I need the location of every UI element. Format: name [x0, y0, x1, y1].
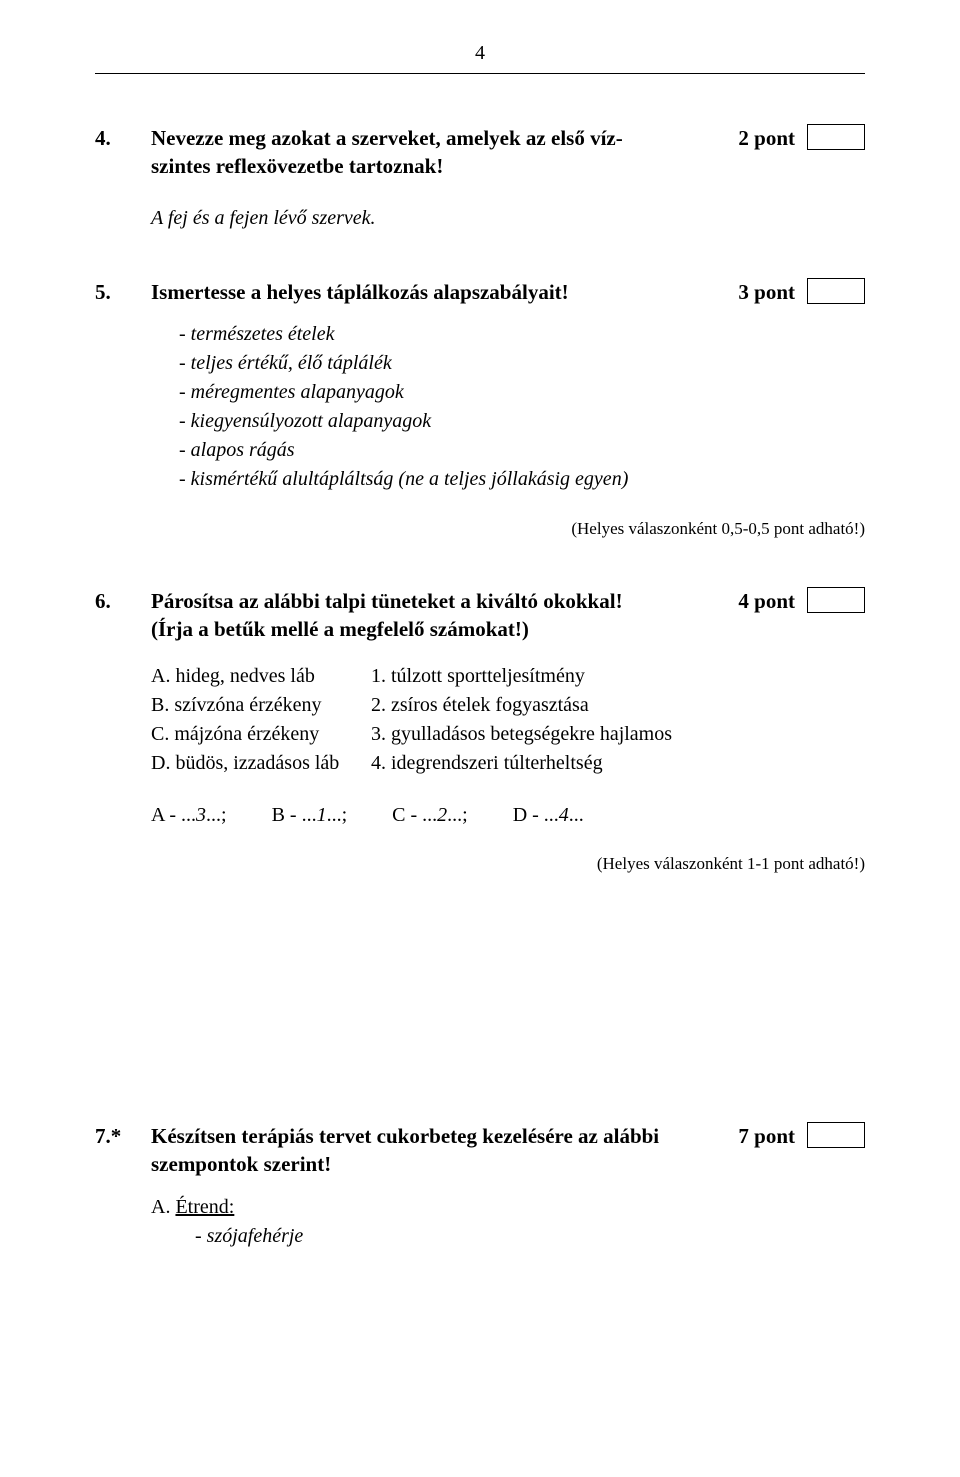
q5-bullet-list: természetes ételek teljes értékű, élő tá…	[179, 320, 865, 494]
spacer	[95, 922, 865, 1122]
pair-right: 3. gyulladásos betegségekre hajlamos	[371, 720, 865, 749]
q7-sub-bullet: - szójafehérje	[195, 1223, 865, 1250]
q4-points: 2 pont	[738, 124, 795, 152]
q5-title: Ismertesse a helyes táplálkozás alapszab…	[151, 278, 701, 306]
pair-left: B. szívzóna érzékeny	[151, 691, 371, 720]
ans-a-label: A - ...	[151, 804, 196, 826]
q7-number: 7.*	[95, 1122, 151, 1150]
header-rule	[95, 73, 865, 74]
question-4: 4. Nevezze meg azokat a szerveket, amely…	[95, 124, 865, 232]
question-7: 7.* Készítsen terápiás tervet cukorbeteg…	[95, 1122, 865, 1251]
q6-answers-line: A - ...3...; B - ...1...; C - ...2...; D…	[151, 802, 865, 829]
pair-row: A. hideg, nedves láb 1. túlzott sporttel…	[151, 662, 865, 691]
ans-c-tail: ...;	[447, 804, 468, 826]
pair-right: 1. túlzott sportteljesítmény	[371, 662, 865, 691]
ans-c-value: 2	[437, 804, 447, 826]
q5-points: 3 pont	[738, 278, 795, 306]
ans-d-tail: ...	[569, 804, 584, 826]
q4-title-line2: szintes reflexövezetbe tartoznak!	[151, 152, 701, 180]
q7-points: 7 pont	[738, 1122, 795, 1150]
q6-number: 6.	[95, 587, 151, 615]
pair-left: A. hideg, nedves láb	[151, 662, 371, 691]
q5-score-box[interactable]	[807, 278, 865, 304]
question-6: 6. Párosítsa az alábbi talpi tüneteket a…	[95, 587, 865, 876]
pair-row: C. májzóna érzékeny 3. gyulladásos beteg…	[151, 720, 865, 749]
ans-a-tail: ...;	[206, 804, 227, 826]
q6-points: 4 pont	[738, 587, 795, 615]
q6-pair-table: A. hideg, nedves láb 1. túlzott sporttel…	[151, 662, 865, 778]
q6-score-box[interactable]	[807, 587, 865, 613]
q4-number: 4.	[95, 124, 151, 152]
q5-bullet: teljes értékű, élő táplálék	[179, 349, 865, 378]
q6-scoring-note: (Helyes válaszonként 1-1 pont adható!)	[95, 853, 865, 876]
q5-scoring-note: (Helyes válaszonként 0,5-0,5 pont adható…	[95, 518, 865, 541]
pair-left: D. büdös, izzadásos láb	[151, 749, 371, 778]
q5-bullet: alapos rágás	[179, 436, 865, 465]
ans-a-value: 3	[196, 804, 206, 826]
q5-bullet: kismértékű alultápláltság (ne a teljes j…	[179, 465, 865, 494]
question-5: 5. Ismertesse a helyes táplálkozás alaps…	[95, 278, 865, 541]
q7-title-line1: Készítsen terápiás tervet cukorbeteg kez…	[151, 1122, 701, 1150]
ans-b-tail: ...;	[327, 804, 348, 826]
ans-d-value: 4	[559, 804, 569, 826]
ans-b-label: B - ...	[272, 804, 317, 826]
pair-row: D. büdös, izzadásos láb 4. idegrendszeri…	[151, 749, 865, 778]
q4-answer: A fej és a fejen lévő szervek.	[151, 205, 865, 232]
q7-score-box[interactable]	[807, 1122, 865, 1148]
q5-number: 5.	[95, 278, 151, 306]
q5-bullet: természetes ételek	[179, 320, 865, 349]
q5-bullet: kiegyensúlyozott alapanyagok	[179, 407, 865, 436]
ans-c-label: C - ...	[392, 804, 437, 826]
q5-bullet: méregmentes alapanyagok	[179, 378, 865, 407]
pair-left: C. májzóna érzékeny	[151, 720, 371, 749]
q6-title-line2: (Írja a betűk mellé a megfelelő számokat…	[151, 615, 701, 643]
q4-score-box[interactable]	[807, 124, 865, 150]
q7-sublabel: A. Étrend:	[151, 1194, 865, 1221]
ans-b-value: 1	[317, 804, 327, 826]
pair-right: 2. zsíros ételek fogyasztása	[371, 691, 865, 720]
ans-d-label: D - ...	[513, 804, 559, 826]
q4-title-line1: Nevezze meg azokat a szerveket, amelyek …	[151, 124, 701, 152]
page-number: 4	[95, 40, 865, 67]
q7-title-line2: szempontok szerint!	[151, 1150, 701, 1178]
q7-sublabel-underline: Étrend:	[175, 1196, 234, 1218]
q6-title-line1: Párosítsa az alábbi talpi tüneteket a ki…	[151, 587, 701, 615]
pair-right: 4. idegrendszeri túlterheltség	[371, 749, 865, 778]
q7-sublabel-prefix: A.	[151, 1196, 175, 1218]
pair-row: B. szívzóna érzékeny 2. zsíros ételek fo…	[151, 691, 865, 720]
